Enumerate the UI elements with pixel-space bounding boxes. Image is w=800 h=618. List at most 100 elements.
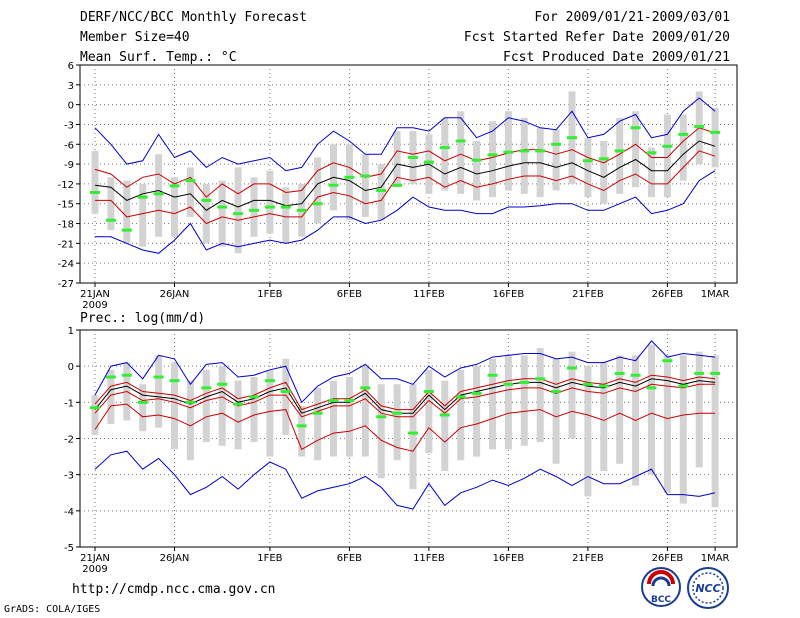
- panel1-spread-bar: [186, 167, 194, 217]
- panel1-spread-bar: [377, 164, 385, 221]
- panel2-spread-bar: [695, 351, 703, 468]
- panel2-spread-bar: [568, 351, 576, 439]
- panel2-line-lower-red: [94, 403, 716, 452]
- panel2-xtick-label: 26FEB: [652, 553, 684, 564]
- source-url[interactable]: http://cmdp.ncc.cma.gov.cn: [72, 582, 276, 597]
- panel1-spread-bar: [250, 177, 258, 237]
- panel2-spread-bar: [536, 348, 544, 443]
- panel2-spread-bar: [648, 344, 655, 475]
- panel2-line-mean: [94, 378, 716, 414]
- panel2-obs-marker: [519, 380, 530, 384]
- panel1-spread-bar: [489, 121, 496, 198]
- panel1-spread-bar: [282, 187, 290, 244]
- panel1-spread-bar: [648, 147, 655, 198]
- panel2-title: Prec.: log(mm/d): [80, 311, 205, 326]
- panel2-obs-marker: [455, 395, 466, 399]
- panel1-obs-marker: [121, 228, 132, 232]
- panel1-spread-bar: [107, 177, 115, 231]
- panel1-spread-bar: [679, 114, 687, 181]
- forecast-period: For 2009/01/21-2009/03/01: [534, 10, 730, 25]
- panel2-spread-bar: [202, 369, 210, 443]
- panel2-xtick-label: 21JAN: [80, 553, 110, 564]
- variable-label: Mean Surf. Temp.: °C: [80, 50, 237, 65]
- panel2-obs-marker: [503, 382, 514, 386]
- panel2-spread-bar: [266, 369, 274, 457]
- panel1-xtick-label: 6FEB: [337, 289, 362, 300]
- panel1-line-lower-red: [95, 150, 716, 225]
- panel1-obs-marker: [90, 190, 100, 194]
- panel1-obs-marker: [312, 202, 323, 206]
- panel2-line-lower-blue: [94, 450, 716, 510]
- panel1-obs-marker: [471, 158, 482, 162]
- panel2-spread-bar: [361, 366, 369, 457]
- panel1-obs-marker: [153, 192, 164, 196]
- panel2-ytick-label: 0: [68, 362, 74, 373]
- panel1-obs-marker: [360, 174, 371, 178]
- panel1-spread-bar: [234, 167, 242, 254]
- panel1-spread-bar: [393, 131, 401, 188]
- panel2-spread-bar: [441, 380, 449, 472]
- panel2-spread-bar: [298, 405, 306, 457]
- panel1-obs-marker: [598, 157, 609, 161]
- panel2-obs-marker: [312, 411, 323, 415]
- panel2-obs-marker: [662, 359, 673, 363]
- panel1-obs-marker: [392, 183, 403, 187]
- panel1-obs-marker: [646, 151, 657, 155]
- panel2-xtick-label: 6FEB: [337, 553, 362, 564]
- panel2-line-upper-blue: [94, 340, 716, 404]
- panel1-xtick-label: 26FEB: [652, 289, 684, 300]
- forecast-produced: Fcst Produced Date 2009/01/21: [503, 50, 730, 65]
- bcc-logo: BCC: [641, 567, 681, 607]
- panel2-xtick-label: 16FEB: [493, 553, 525, 564]
- panel1-spread-bar: [457, 111, 465, 194]
- panel2-obs-marker: [567, 366, 577, 370]
- panel2-obs-marker: [598, 384, 609, 388]
- panel2-spread-bar: [171, 362, 178, 450]
- panel1-obs-marker: [264, 205, 275, 209]
- panel2-spread-bar: [679, 355, 687, 504]
- panel2-obs-marker: [90, 406, 100, 410]
- panel2-xtick-label: 11FEB: [413, 553, 445, 564]
- panel1-obs-marker: [169, 184, 180, 188]
- panel2-obs-marker: [264, 379, 275, 383]
- panel1-ytick-label: -24: [58, 259, 74, 270]
- panel2-ytick-label: -4: [64, 507, 74, 518]
- panel1-spread-bar: [473, 140, 481, 201]
- panel2-spread-bar: [600, 362, 608, 472]
- panel2-spread-bar: [409, 384, 417, 490]
- panel2-spread-bar: [314, 387, 322, 461]
- panel1-spread-bar: [520, 117, 528, 194]
- panel2-obs-marker: [201, 386, 212, 390]
- panel1-obs-marker: [249, 208, 259, 212]
- panel2-spread-bar: [584, 366, 592, 497]
- panel2-obs-marker: [694, 371, 705, 375]
- panel1-spread-bar: [91, 150, 99, 214]
- panel1-xtick-label: 1FEB: [257, 289, 282, 300]
- panel2-ytick-label: 1: [68, 326, 74, 337]
- panel2-xtick-label: 21FEB: [572, 553, 604, 564]
- panel2-obs-marker: [392, 411, 403, 415]
- header-left: DERF/NCC/BCC Monthly Forecast Member Siz…: [80, 9, 307, 69]
- member-size: Member Size=40: [80, 30, 190, 45]
- panel1-ytick-label: -18: [58, 220, 74, 231]
- panel2-obs-marker: [487, 373, 498, 377]
- panel1-obs-marker: [694, 124, 705, 128]
- panel1-xtick-label: 26JAN: [160, 289, 190, 300]
- panel1-spread-bar: [139, 183, 147, 247]
- panel2-obs-marker: [439, 413, 450, 417]
- panel1-obs-marker: [408, 155, 418, 159]
- forecast-started: Fcst Started Refer Date 2009/01/20: [463, 30, 730, 45]
- panel1-spread-bar: [632, 111, 640, 188]
- panel2-obs-marker: [646, 386, 657, 390]
- panel1-obs-marker: [455, 139, 466, 143]
- panel1-obs-marker: [662, 144, 673, 148]
- panel2-obs-marker: [471, 391, 482, 395]
- panel2-xtick-label: 26JAN: [160, 553, 190, 564]
- panel1-spread-bar: [266, 170, 274, 234]
- panel2-spread-bar: [425, 369, 433, 453]
- panel2-spread-bar: [393, 384, 401, 461]
- panel1-xtick-label: 1MAR: [701, 289, 730, 300]
- panel2-obs-marker: [217, 382, 228, 386]
- panel1-obs-marker: [105, 218, 116, 222]
